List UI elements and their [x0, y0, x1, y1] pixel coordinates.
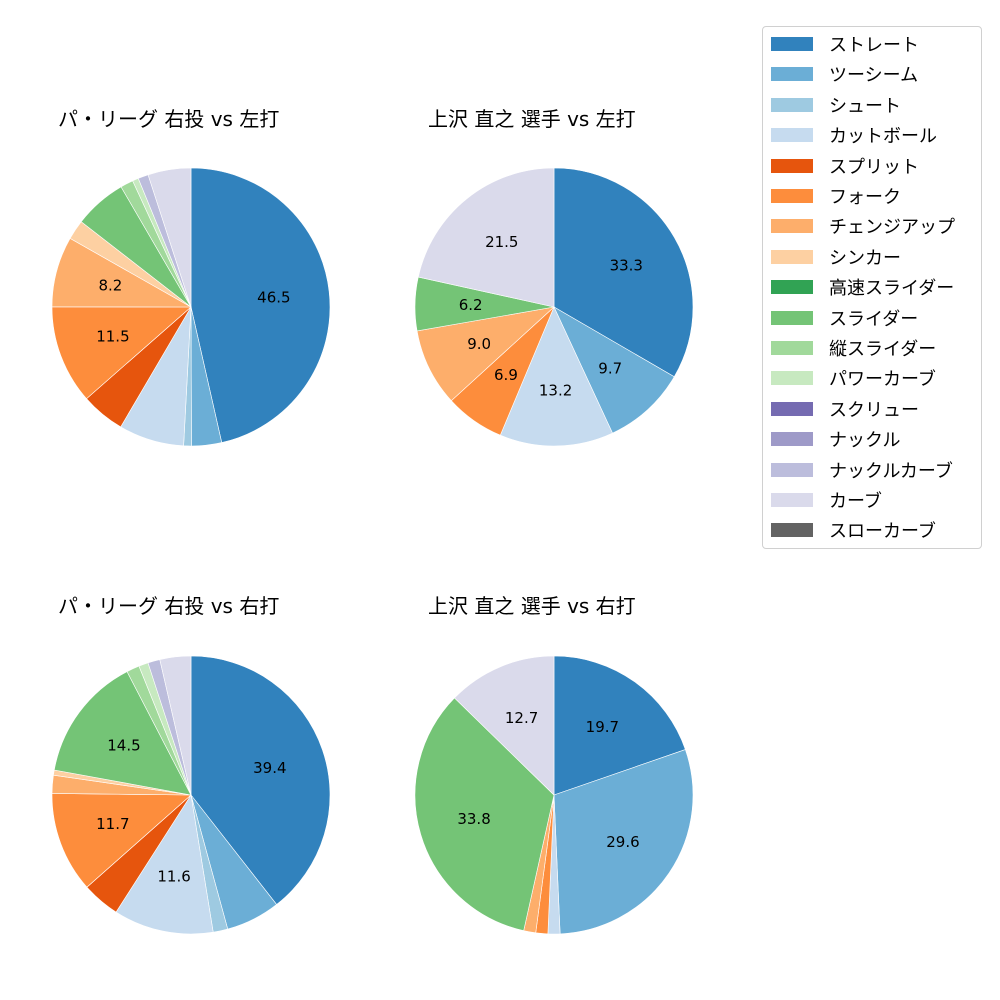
pie-slice: [416, 306, 555, 402]
legend-label: シンカー: [829, 247, 901, 269]
slice-value-label: 6.9: [494, 366, 518, 384]
pie-slice: [553, 306, 675, 434]
legend-item-cutter: カットボール: [771, 124, 937, 148]
legend-label: 縦スライダー: [829, 339, 937, 360]
slice-value-label: 13.2: [539, 381, 572, 399]
pie-slice: [190, 655, 331, 905]
legend-swatch: [771, 249, 813, 264]
legend-swatch: [771, 401, 813, 416]
legend-item-shoot: シュート: [771, 94, 901, 117]
legend-swatch: [771, 310, 813, 325]
pie-slice: [553, 167, 694, 378]
legend-swatch: [771, 280, 813, 295]
legend-swatch: [771, 493, 813, 507]
legend-swatch: [771, 97, 813, 112]
legend-label: ストレート: [829, 35, 919, 56]
slice-value-label: 46.5: [257, 289, 290, 307]
legend-item-changeup: チェンジアップ: [771, 215, 955, 239]
legend-swatch: [771, 37, 813, 51]
legend-label: ナックルカーブ: [829, 460, 953, 482]
pie-slice: [53, 671, 192, 796]
pie-slice: [147, 167, 192, 308]
legend-label: ナックル: [829, 430, 901, 452]
slice-value-label: 33.8: [457, 810, 490, 828]
pie-slice: [499, 306, 613, 447]
slice-value-label: 21.5: [485, 233, 518, 251]
pie-slice: [553, 749, 694, 935]
legend-item-vertical-slider: 縦スライダー: [771, 337, 937, 360]
legend-item-straight: ストレート: [771, 33, 919, 56]
legend-swatch: [771, 158, 813, 173]
legend-item-two-seam: ツーシーム: [771, 63, 919, 87]
legend-label: カットボール: [829, 126, 937, 148]
legend-swatch: [771, 523, 813, 538]
pie-slice: [553, 655, 686, 796]
legend-label: 高速スライダー: [829, 278, 955, 300]
legend-label: チェンジアップ: [829, 217, 955, 239]
legend-swatch: [771, 67, 813, 82]
legend-swatch: [771, 189, 813, 203]
pie-slice: [414, 697, 555, 932]
legend-item-fast-slider: 高速スライダー: [771, 276, 955, 300]
legend-item-slow-curve: スローカーブ: [771, 519, 936, 543]
pie-slice: [190, 167, 331, 443]
legend-swatch: [771, 432, 813, 447]
chart-title: パ・リーグ 右投 vs 左打: [58, 107, 280, 131]
legend-label: シュート: [829, 95, 901, 117]
legend-item-split: スプリット: [771, 155, 919, 178]
legend-swatch: [771, 219, 813, 234]
slice-value-label: 6.2: [459, 296, 483, 314]
legend-label: パワーカーブ: [829, 369, 936, 391]
pie-slice: [454, 655, 555, 796]
slice-value-label: 29.6: [606, 833, 639, 851]
legend-item-sinker: シンカー: [771, 246, 901, 269]
legend-swatch: [771, 128, 813, 143]
slice-value-label: 11.7: [96, 815, 129, 833]
pie-slice: [51, 306, 192, 400]
pie-slice: [51, 793, 192, 888]
slice-value-label: 33.3: [610, 256, 643, 274]
slice-value-label: 11.6: [157, 868, 190, 886]
slice-value-label: 14.5: [107, 736, 140, 754]
chart-title: 上沢 直之 選手 vs 右打: [428, 594, 636, 618]
legend-label: フォーク: [829, 187, 901, 208]
chart-title: パ・リーグ 右投 vs 右打: [58, 594, 280, 618]
legend: ストレート ツーシーム シュート カットボール スプリット フォーク チェンジア…: [762, 26, 982, 549]
legend-item-power-curve: パワーカーブ: [771, 367, 936, 391]
slice-value-label: 39.4: [253, 759, 286, 777]
legend-label: ツーシーム: [829, 65, 919, 87]
chart-title: 上沢 直之 選手 vs 左打: [428, 107, 636, 131]
slice-value-label: 9.0: [467, 335, 491, 353]
legend-swatch: [771, 371, 813, 386]
legend-item-knuckle: ナックル: [771, 428, 901, 452]
pie-slice: [417, 167, 555, 308]
legend-item-curve: カーブ: [771, 489, 882, 512]
legend-swatch: [771, 462, 813, 477]
legend-label: スローカーブ: [829, 521, 936, 543]
pie-slice: [115, 794, 214, 935]
slice-value-label: 12.7: [505, 709, 538, 727]
legend-item-slider: スライダー: [771, 307, 919, 330]
slice-value-label: 11.5: [96, 327, 129, 345]
legend-item-screwball: スクリュー: [771, 398, 919, 421]
legend-item-fork: フォーク: [771, 185, 901, 208]
legend-label: スプリット: [829, 156, 919, 178]
legend-item-knuckle-curve: ナックルカーブ: [771, 459, 953, 482]
slice-value-label: 19.7: [586, 718, 619, 736]
legend-label: スライダー: [829, 308, 919, 330]
legend-label: カーブ: [829, 491, 882, 512]
pie-slice: [159, 655, 192, 796]
legend-label: スクリュー: [829, 399, 919, 421]
slice-value-label: 8.2: [98, 277, 122, 295]
slice-value-label: 9.7: [598, 360, 622, 378]
legend-swatch: [771, 341, 813, 355]
